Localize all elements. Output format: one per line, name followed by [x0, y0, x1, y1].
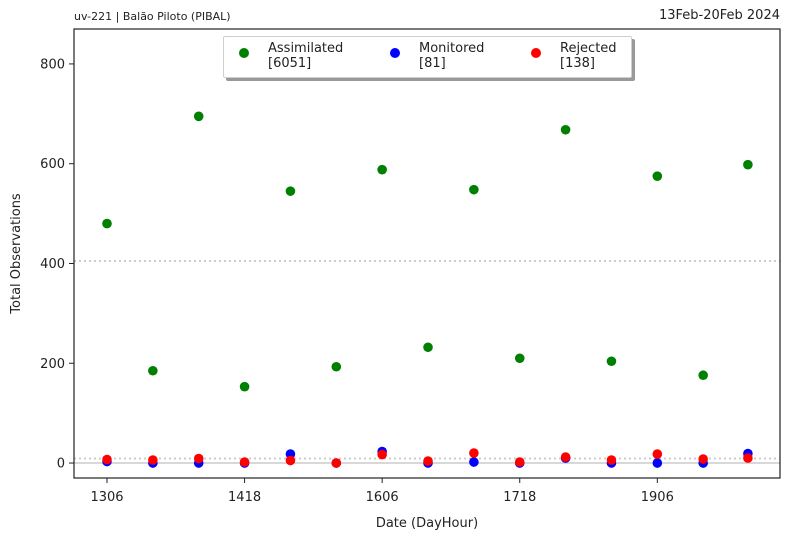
data-point-assimilated — [423, 342, 433, 353]
data-point-rejected — [560, 452, 571, 462]
data-point-rejected — [469, 448, 479, 458]
legend-marker-rejected — [531, 48, 541, 58]
legend-label: Assimilated — [268, 41, 344, 56]
legend-label: Rejected — [560, 41, 617, 56]
chart-legend: Assimilated [6051] Monitored [81] Reject… — [223, 36, 632, 78]
y-tick-label: 0 — [57, 457, 65, 472]
y-tick-label: 400 — [40, 257, 65, 272]
data-point-assimilated — [606, 356, 617, 367]
legend-count: [138] — [560, 56, 595, 71]
data-point-assimilated — [560, 124, 571, 135]
data-point-assimilated — [514, 353, 525, 364]
y-tick-label: 200 — [40, 357, 65, 372]
data-point-rejected — [193, 453, 204, 464]
data-point-rejected — [285, 455, 296, 466]
data-point-assimilated — [377, 164, 387, 175]
x-tick-label: 1306 — [90, 490, 123, 505]
data-point-rejected — [606, 455, 617, 465]
plot-frame — [73, 28, 781, 479]
data-point-assimilated — [102, 218, 112, 229]
data-point-assimilated — [743, 159, 753, 170]
x-tick-label: 1906 — [641, 490, 674, 505]
data-point-assimilated — [285, 186, 296, 196]
x-axis-label: Date (DayHour) — [376, 516, 478, 531]
data-point-rejected — [331, 458, 342, 468]
data-point-rejected — [423, 456, 433, 466]
data-point-rejected — [652, 449, 663, 459]
data-point-assimilated — [469, 184, 479, 195]
data-point-assimilated — [652, 171, 663, 181]
data-point-monitored — [652, 458, 663, 468]
data-point-assimilated — [698, 370, 708, 381]
data-point-assimilated — [239, 381, 250, 392]
x-tick-label: 1418 — [228, 490, 261, 505]
data-point-rejected — [148, 455, 158, 465]
legend-item-assimilated: Assimilated [6051] — [268, 41, 343, 71]
legend-item-monitored: Monitored [81] — [419, 41, 484, 71]
x-tick-label: 1606 — [366, 490, 399, 505]
y-tick-label: 800 — [40, 57, 65, 72]
legend-count: [81] — [419, 56, 446, 71]
data-point-assimilated — [331, 361, 342, 372]
chart-left-title: uv-221 | Balão Piloto (PIBAL) — [74, 10, 231, 23]
data-point-rejected — [698, 454, 708, 464]
legend-marker-monitored — [390, 48, 400, 58]
y-axis-label: Total Observations — [9, 193, 24, 315]
data-point-assimilated — [193, 111, 204, 122]
legend-count: [6051] — [268, 56, 312, 71]
data-point-rejected — [743, 453, 753, 463]
legend-label: Monitored — [419, 41, 485, 56]
data-point-assimilated — [148, 365, 158, 376]
data-point-rejected — [377, 449, 387, 460]
data-point-rejected — [239, 457, 250, 467]
x-tick-label: 1718 — [503, 490, 536, 505]
chart-date-range: 13Feb-20Feb 2024 — [658, 8, 780, 23]
data-point-monitored — [469, 457, 479, 467]
legend-item-rejected: Rejected [138] — [560, 41, 617, 71]
data-point-rejected — [102, 454, 112, 465]
y-tick-label: 600 — [40, 157, 65, 172]
legend-marker-assimilated — [239, 48, 249, 58]
data-point-rejected — [514, 457, 525, 467]
